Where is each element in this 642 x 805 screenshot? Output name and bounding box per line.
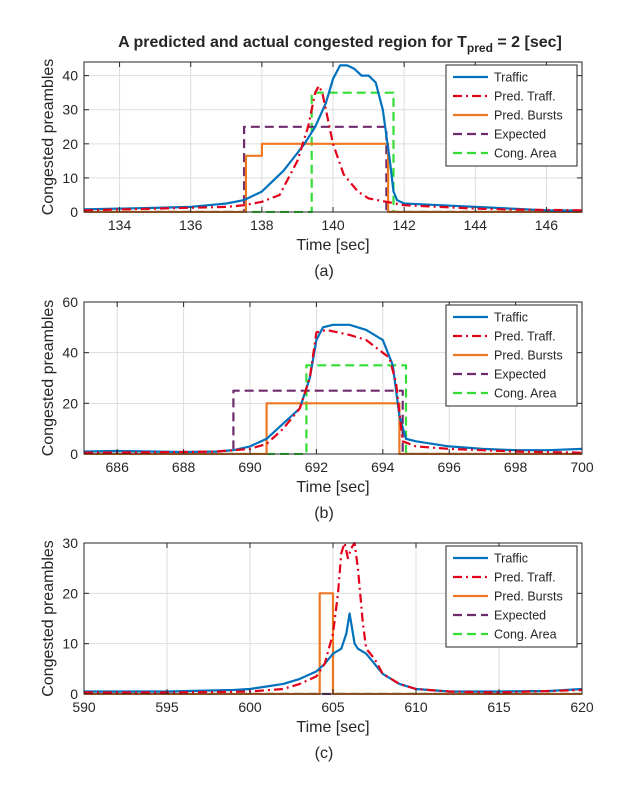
- figure-title-main: A predicted and actual congested region …: [118, 34, 467, 51]
- y-tick-label: 20: [62, 585, 78, 601]
- x-tick-label: 696: [438, 459, 462, 475]
- chart-panel-3: 590 595 600 605 610 615 620 0 10 20 30 Time [sec] Co…: [40, 535, 594, 762]
- x-tick-label: 134: [108, 217, 132, 233]
- x-tick-label: 140: [321, 217, 345, 233]
- y-axis-label: Congested preambles: [40, 59, 57, 216]
- figure-title: A predicted and actual congested region …: [118, 34, 562, 55]
- legend-label: Cong. Area: [494, 387, 557, 401]
- y-tick-label: 0: [70, 204, 78, 220]
- legend-label: Cong. Area: [494, 147, 557, 161]
- x-tick-label: 686: [106, 459, 130, 475]
- x-tick-label: 700: [570, 459, 594, 475]
- panel-label: (a): [314, 263, 334, 280]
- legend-label: Expected: [494, 128, 546, 142]
- panel-label: (c): [315, 745, 334, 762]
- x-tick-label: 142: [392, 217, 416, 233]
- series-line-pred-bursts: [84, 142, 582, 213]
- legend: Traffic Pred. Traff. Pred. Bursts Expected C…: [445, 545, 578, 648]
- x-tick-label: 690: [238, 459, 262, 475]
- x-axis-label: Time [sec]: [296, 479, 369, 496]
- x-tick-label: 605: [321, 699, 345, 715]
- x-tick-label: 694: [371, 459, 395, 475]
- y-tick-label: 0: [70, 446, 78, 462]
- x-tick-label: 144: [464, 217, 488, 233]
- series-line-pred-traff: [84, 542, 582, 694]
- y-tick-label: 20: [62, 136, 78, 152]
- y-tick-label: 60: [62, 294, 78, 310]
- legend-label: Expected: [494, 609, 546, 623]
- legend-label: Traffic: [494, 311, 528, 325]
- x-axis-label: Time [sec]: [296, 719, 369, 736]
- legend: Traffic Pred. Traff. Pred. Bursts Expected C…: [445, 304, 578, 407]
- series-line-pred-traff: [84, 328, 582, 454]
- y-tick-label: 10: [62, 170, 78, 186]
- legend-label: Pred. Bursts: [494, 349, 563, 363]
- x-axis-label: Time [sec]: [296, 237, 369, 254]
- figure-title-sub: pred: [467, 41, 493, 55]
- x-tick-label: 590: [72, 699, 96, 715]
- legend-label: Traffic: [494, 552, 528, 566]
- x-tick-label: 136: [179, 217, 203, 233]
- x-tick-label: 138: [250, 217, 274, 233]
- axes-box: [83, 301, 583, 455]
- y-tick-label: 0: [70, 686, 78, 702]
- legend: Traffic Pred. Traff. Pred. Bursts Expected C…: [445, 64, 578, 167]
- x-tick-label: 615: [487, 699, 511, 715]
- legend-label: Pred. Bursts: [494, 109, 563, 123]
- legend-label: Pred. Traff.: [494, 90, 556, 104]
- y-axis-label: Congested preambles: [40, 300, 57, 457]
- y-tick-label: 20: [62, 395, 78, 411]
- x-tick-label: 620: [570, 699, 594, 715]
- series-line-traffic: [84, 64, 582, 212]
- y-axis-label: Congested preambles: [40, 540, 57, 697]
- series-line-pred-traff: [84, 84, 582, 212]
- legend-label: Expected: [494, 368, 546, 382]
- x-tick-label: 600: [238, 699, 262, 715]
- x-tick-label: 688: [172, 459, 196, 475]
- legend-label: Traffic: [494, 71, 528, 85]
- y-tick-label: 40: [62, 68, 78, 84]
- y-tick-label: 40: [62, 345, 78, 361]
- legend-label: Cong. Area: [494, 628, 557, 642]
- panel-label: (b): [314, 505, 334, 522]
- chart-panel-2: 686 688 690 692 694 696 698 700 0 20 40 60 Time [sec…: [40, 294, 594, 522]
- chart-panels: 134 136 138 140 142 144 146 0 10 20 30 40 Time [sec]…: [40, 59, 594, 762]
- y-tick-label: 30: [62, 535, 78, 551]
- y-tick-label: 10: [62, 636, 78, 652]
- x-tick-label: 146: [535, 217, 559, 233]
- x-tick-label: 595: [155, 699, 179, 715]
- legend-label: Pred. Bursts: [494, 590, 563, 604]
- x-tick-label: 698: [504, 459, 528, 475]
- legend-label: Pred. Traff.: [494, 330, 556, 344]
- series-line-expected: [84, 389, 582, 455]
- chart-panel-1: 134 136 138 140 142 144 146 0 10 20 30 40 Time [sec]…: [40, 59, 583, 280]
- figure-title-tail: = 2 [sec]: [493, 34, 562, 51]
- x-tick-label: 610: [404, 699, 428, 715]
- y-tick-label: 30: [62, 102, 78, 118]
- x-tick-label: 692: [305, 459, 329, 475]
- legend-label: Pred. Traff.: [494, 571, 556, 585]
